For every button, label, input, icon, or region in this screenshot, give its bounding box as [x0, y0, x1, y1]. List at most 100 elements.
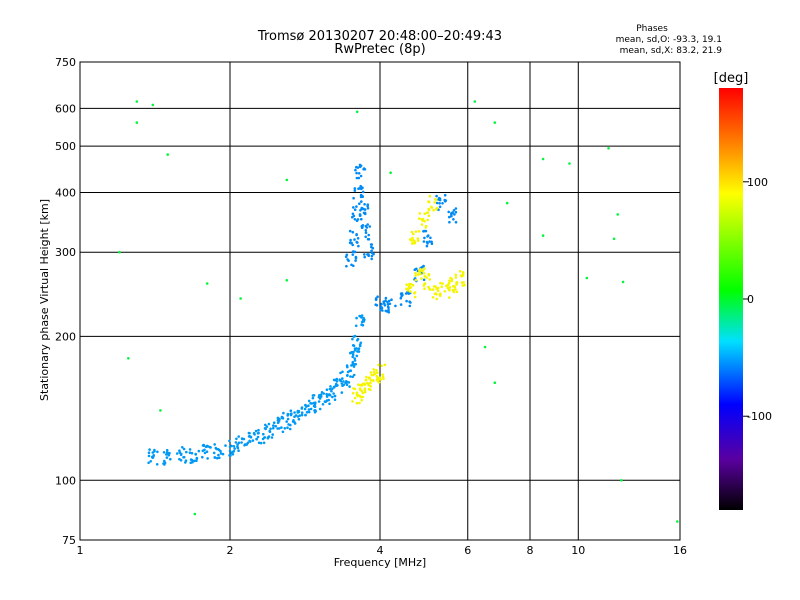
data-point [378, 378, 381, 381]
y-tick-label: 400 [55, 186, 76, 199]
data-point [341, 370, 344, 374]
data-point [447, 288, 451, 291]
data-point [423, 236, 426, 240]
data-point [351, 355, 355, 359]
data-point [407, 284, 411, 288]
x-tick-label: 1 [77, 544, 84, 557]
data-point [201, 455, 204, 459]
data-point [135, 121, 139, 124]
data-point [272, 421, 276, 425]
data-point [310, 402, 313, 405]
data-point [417, 230, 421, 233]
x-tick-labels: 1 2 4 6 8 10 16 [77, 544, 688, 557]
data-point [270, 436, 274, 439]
data-point [236, 443, 239, 446]
data-point [328, 402, 331, 406]
x-tick-label: 8 [527, 544, 534, 557]
data-point [363, 383, 367, 387]
data-point [328, 394, 332, 397]
data-point [307, 408, 311, 411]
data-point [318, 407, 322, 411]
data-point [307, 410, 311, 414]
data-point [676, 520, 679, 523]
data-point [355, 165, 358, 169]
data-point [355, 219, 359, 222]
data-point [361, 224, 365, 227]
data-point [381, 309, 384, 312]
data-point [319, 395, 323, 398]
data-point [432, 208, 435, 212]
data-point [422, 240, 426, 243]
data-point [355, 316, 358, 320]
y-tick-label: 750 [55, 56, 76, 69]
data-point [335, 377, 339, 381]
data-point [405, 283, 408, 287]
data-point [353, 334, 357, 338]
data-point [234, 441, 238, 444]
data-point [404, 292, 408, 295]
data-point [351, 337, 354, 341]
data-point [214, 446, 218, 450]
data-point [182, 455, 186, 459]
data-point [353, 359, 357, 362]
stats-o-mode: mean, sd,O: -93.3, 19.1 [616, 35, 722, 45]
data-point [348, 241, 352, 244]
data-point [333, 394, 337, 398]
data-point [166, 153, 169, 156]
data-point [411, 236, 414, 240]
data-point [435, 297, 439, 301]
data-point [375, 368, 378, 372]
data-point [372, 379, 375, 383]
data-point [361, 395, 365, 399]
data-point [257, 428, 260, 432]
data-point [412, 232, 415, 236]
data-point [416, 239, 420, 242]
y-tick-label: 200 [55, 330, 76, 343]
data-point [321, 403, 325, 406]
data-point [407, 287, 411, 290]
data-point [213, 456, 217, 459]
data-point [228, 439, 231, 443]
data-point [461, 272, 465, 276]
data-point [194, 453, 197, 456]
data-point [356, 241, 359, 244]
data-point [390, 298, 393, 302]
data-point [178, 457, 181, 461]
data-point [433, 292, 437, 296]
data-point [435, 194, 438, 198]
data-point [147, 461, 150, 465]
data-point [366, 204, 369, 208]
data-point [450, 279, 454, 283]
data-point [353, 387, 357, 391]
data-point [311, 396, 315, 400]
data-point [384, 299, 387, 303]
y-tick-label: 500 [55, 140, 76, 153]
data-point [282, 411, 285, 415]
stats-heading: Phases [636, 24, 668, 34]
data-point [448, 296, 451, 299]
data-point [422, 278, 426, 282]
data-point [405, 287, 408, 291]
data-point [360, 398, 364, 402]
data-point [356, 350, 359, 353]
data-point [205, 450, 209, 454]
data-point [232, 445, 236, 448]
data-point [372, 368, 376, 371]
data-point [370, 245, 373, 249]
data-point [257, 441, 261, 445]
data-point [568, 162, 571, 165]
data-point [239, 297, 242, 300]
data-point [387, 306, 390, 310]
data-point [422, 272, 426, 275]
data-point [349, 375, 352, 378]
data-point [408, 304, 412, 308]
data-point [399, 303, 403, 306]
data-point [195, 459, 198, 463]
data-point [271, 433, 275, 436]
data-point [426, 235, 429, 238]
data-point [193, 512, 197, 516]
data-point [434, 198, 437, 201]
data-point [353, 208, 357, 211]
data-point [455, 281, 458, 284]
data-point [354, 256, 358, 260]
